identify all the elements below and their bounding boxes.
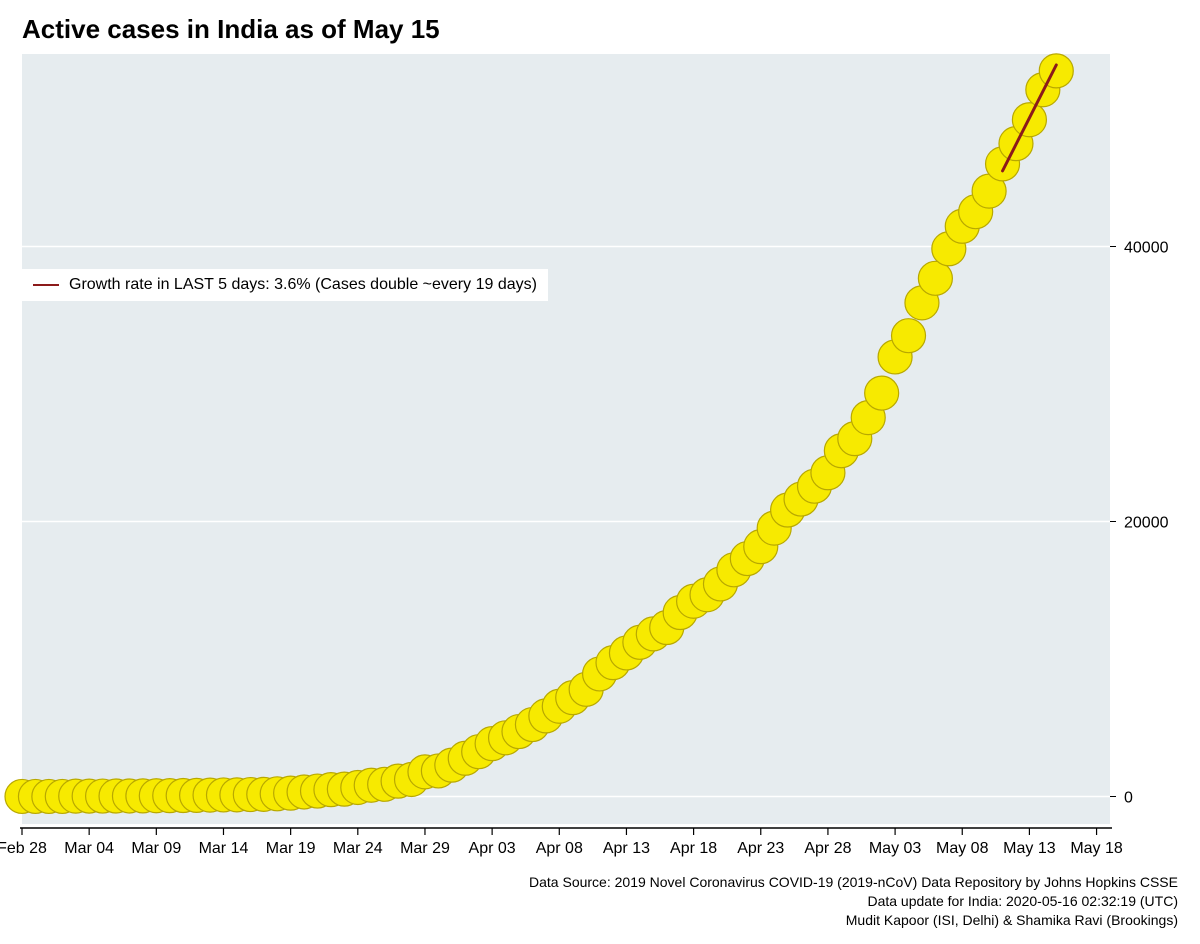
svg-text:0: 0 xyxy=(1124,790,1133,807)
svg-text:Apr 13: Apr 13 xyxy=(603,840,650,857)
svg-text:40000: 40000 xyxy=(1124,240,1169,257)
svg-text:Mar 14: Mar 14 xyxy=(199,840,249,857)
legend-box: Growth rate in LAST 5 days: 3.6% (Cases … xyxy=(22,269,548,301)
legend-line-icon xyxy=(33,284,59,286)
svg-text:Apr 08: Apr 08 xyxy=(536,840,583,857)
chart-footer: Data Source: 2019 Novel Coronavirus COVI… xyxy=(529,873,1178,930)
svg-text:Feb 28: Feb 28 xyxy=(0,840,47,857)
svg-text:Apr 23: Apr 23 xyxy=(737,840,784,857)
footer-line-2: Data update for India: 2020-05-16 02:32:… xyxy=(529,892,1178,911)
svg-text:May 18: May 18 xyxy=(1070,840,1123,857)
svg-text:Apr 03: Apr 03 xyxy=(469,840,516,857)
legend-text: Growth rate in LAST 5 days: 3.6% (Cases … xyxy=(69,276,537,294)
footer-line-1: Data Source: 2019 Novel Coronavirus COVI… xyxy=(529,873,1178,892)
chart-title: Active cases in India as of May 15 xyxy=(22,14,440,45)
svg-text:May 13: May 13 xyxy=(1003,840,1056,857)
svg-text:Mar 29: Mar 29 xyxy=(400,840,450,857)
svg-text:Apr 28: Apr 28 xyxy=(804,840,851,857)
svg-text:Mar 04: Mar 04 xyxy=(64,840,114,857)
svg-text:Mar 09: Mar 09 xyxy=(131,840,181,857)
chart-svg: 0 20000 40000 Feb 28 Mar 04 Mar 09 Mar 14 Mar 1… xyxy=(0,0,1200,944)
footer-line-3: Mudit Kapoor (ISI, Delhi) & Shamika Ravi… xyxy=(529,911,1178,930)
svg-text:Mar 24: Mar 24 xyxy=(333,840,383,857)
chart-container: 0 20000 40000 Feb 28 Mar 04 Mar 09 Mar 14 Mar 1… xyxy=(0,0,1200,944)
svg-text:20000: 20000 xyxy=(1124,515,1169,532)
svg-text:May 08: May 08 xyxy=(936,840,989,857)
svg-text:Mar 19: Mar 19 xyxy=(266,840,316,857)
svg-text:May 03: May 03 xyxy=(869,840,922,857)
svg-text:Apr 18: Apr 18 xyxy=(670,840,717,857)
